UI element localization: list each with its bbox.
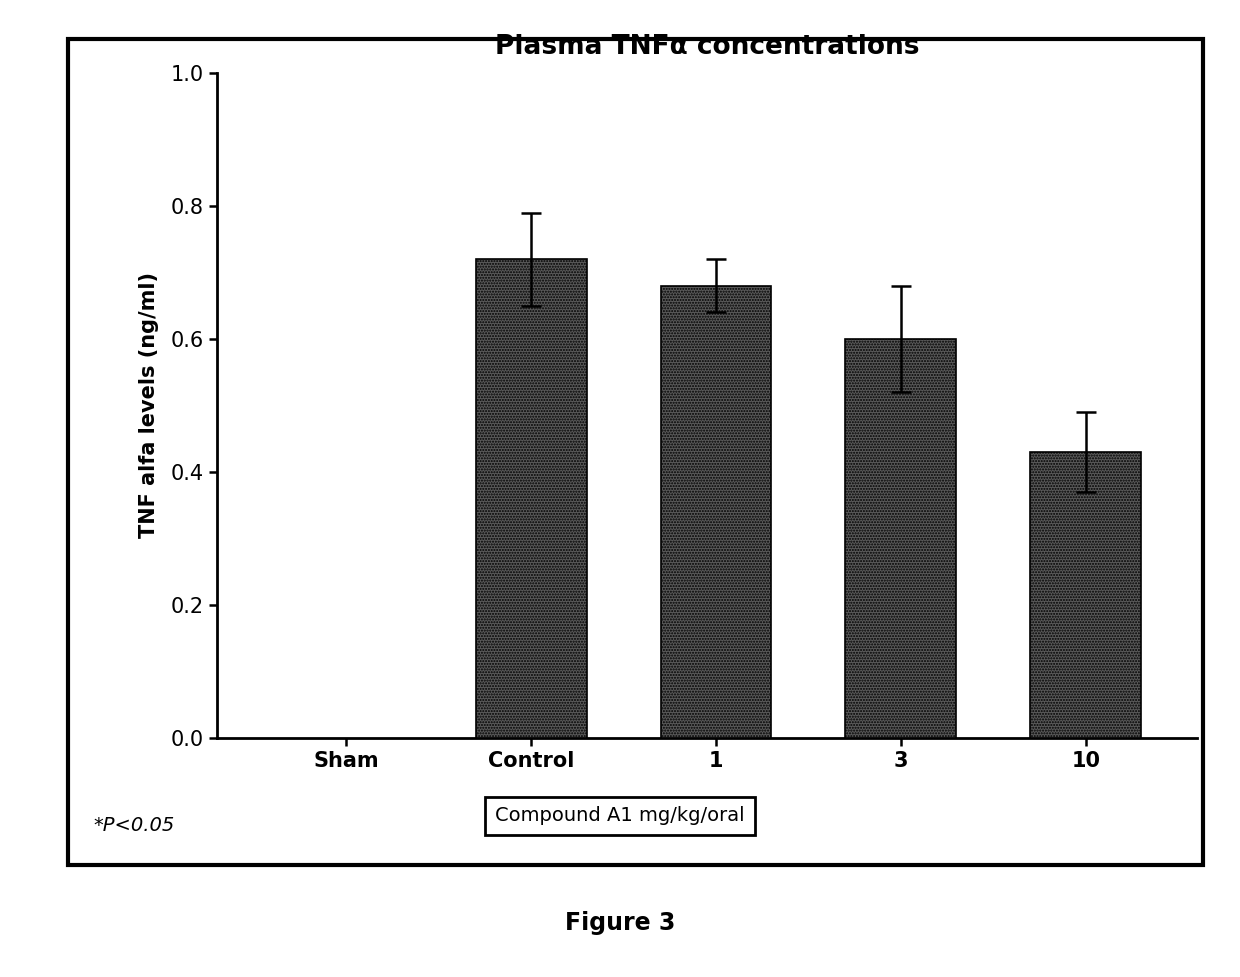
- Text: Figure 3: Figure 3: [564, 912, 676, 935]
- Title: Plasma TNFα concentrations: Plasma TNFα concentrations: [495, 34, 919, 60]
- Text: Compound A1 mg/kg/oral: Compound A1 mg/kg/oral: [495, 806, 745, 826]
- Y-axis label: TNF alfa levels (ng/ml): TNF alfa levels (ng/ml): [139, 273, 160, 538]
- Bar: [661, 286, 771, 738]
- Bar: [846, 339, 956, 738]
- Bar: [476, 259, 587, 738]
- Bar: [1030, 452, 1141, 738]
- Text: *P<0.05: *P<0.05: [93, 816, 175, 835]
